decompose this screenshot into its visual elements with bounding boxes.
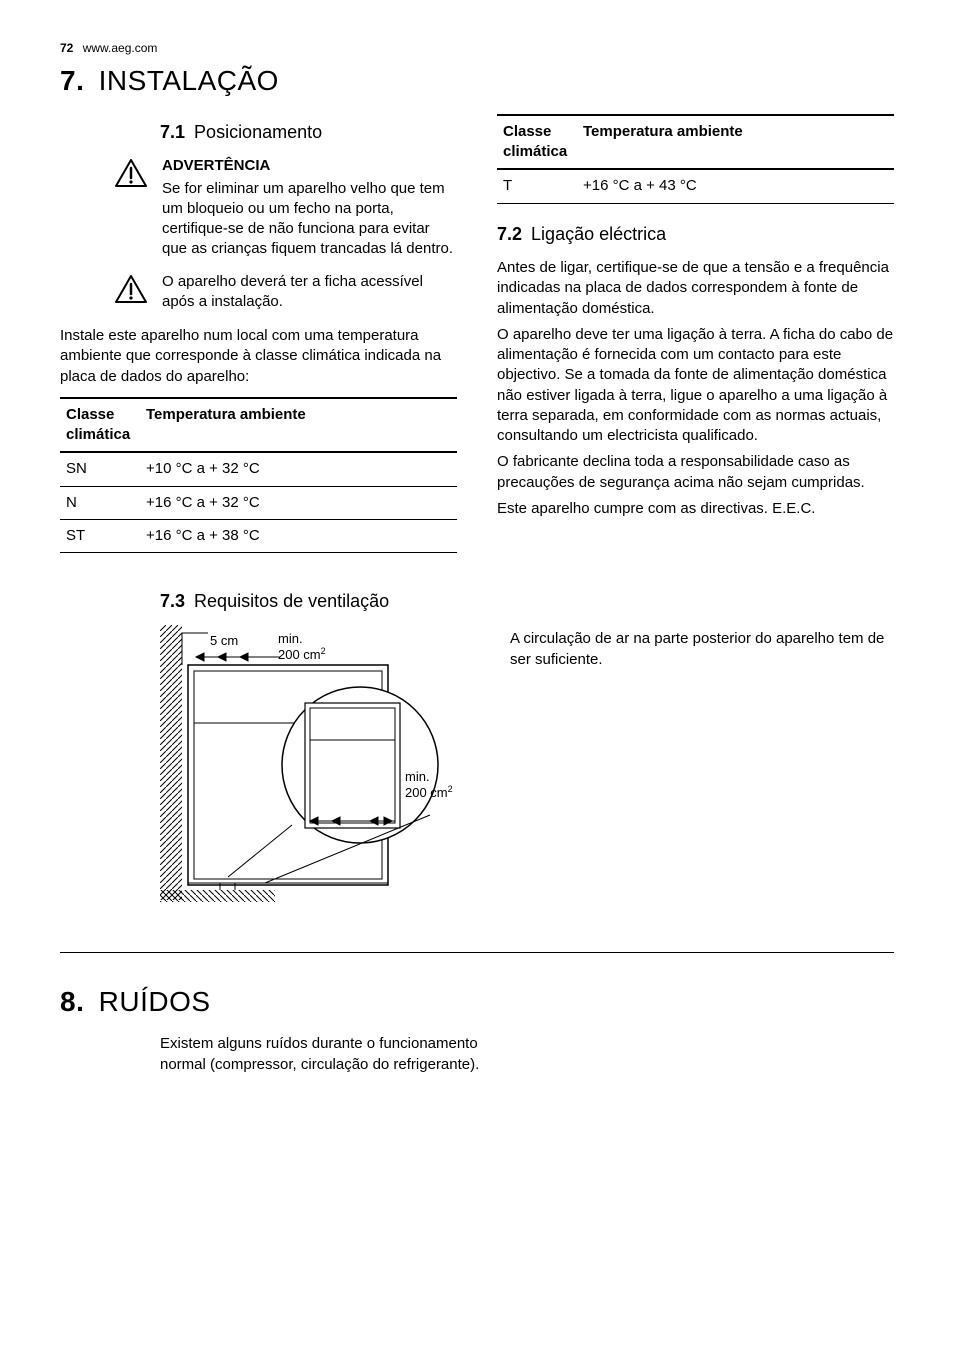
climate-table-left: Classe climática Temperatura ambiente SN… <box>60 397 457 553</box>
climate-table-header-temp: Temperatura ambiente <box>577 115 894 170</box>
electrical-p2: O aparelho deve ter uma ligação à terra.… <box>497 325 894 447</box>
diagram-bottom-area: 200 cm <box>405 785 448 800</box>
section-divider <box>60 952 894 953</box>
section-7-number: 7. <box>60 65 84 96</box>
page-header: 72 www.aeg.com <box>60 40 894 56</box>
diagram-top-area: 200 cm <box>278 647 321 662</box>
noises-paragraph: Existem alguns ruídos durante o funciona… <box>160 1034 490 1075</box>
diagram-top-min: min. <box>278 631 303 646</box>
electrical-p4: Este aparelho cumpre com as directivas. … <box>497 499 894 519</box>
climate-class: ST <box>60 519 140 552</box>
table-row: T +16 °C a + 43 °C <box>497 169 894 203</box>
subsection-7-2-title: Ligação eléctrica <box>531 224 666 244</box>
warning-1-title: ADVERTÊNCIA <box>162 156 457 176</box>
subsection-7-3-heading: 7.3 Requisitos de ventilação <box>160 589 894 613</box>
subsection-7-3-title: Requisitos de ventilação <box>194 591 389 611</box>
diagram-top-area-sup: 2 <box>321 646 326 656</box>
climate-temp: +16 °C a + 32 °C <box>140 486 457 519</box>
warning-icon <box>112 156 150 259</box>
subsection-7-1-number: 7.1 <box>160 122 185 142</box>
climate-class: N <box>60 486 140 519</box>
subsection-7-1-title: Posicionamento <box>194 122 322 142</box>
table-row: SN +10 °C a + 32 °C <box>60 452 457 486</box>
positioning-paragraph: Instale este aparelho num local com uma … <box>60 326 457 387</box>
section-7-title: INSTALAÇÃO <box>99 65 279 96</box>
warning-1-body: Se for eliminar um aparelho velho que te… <box>162 179 457 260</box>
subsection-7-1-heading: 7.1 Posicionamento <box>160 120 457 144</box>
climate-temp: +10 °C a + 32 °C <box>140 452 457 486</box>
climate-temp: +16 °C a + 43 °C <box>577 169 894 203</box>
warning-2-body: O aparelho deverá ter a ficha acessível … <box>162 272 457 313</box>
section-8-title: RUÍDOS <box>99 986 211 1017</box>
climate-class: T <box>497 169 577 203</box>
diagram-bottom-min: min. <box>405 769 430 784</box>
site-url: www.aeg.com <box>83 41 158 55</box>
climate-temp: +16 °C a + 38 °C <box>140 519 457 552</box>
climate-table-header-class: Classe climática <box>60 398 140 453</box>
table-row: N +16 °C a + 32 °C <box>60 486 457 519</box>
section-8-heading: 8. RUÍDOS <box>60 983 894 1021</box>
climate-table-header-class: Classe climática <box>497 115 577 170</box>
page-number: 72 <box>60 41 73 55</box>
section-8-number: 8. <box>60 986 84 1017</box>
climate-table-right: Classe climática Temperatura ambiente T … <box>497 114 894 204</box>
subsection-7-3-number: 7.3 <box>160 591 185 611</box>
diagram-bottom-area-sup: 2 <box>448 784 453 794</box>
svg-text:200 cm2: 200 cm2 <box>405 784 453 800</box>
subsection-7-2-number: 7.2 <box>497 224 522 244</box>
climate-class: SN <box>60 452 140 486</box>
electrical-p3: O fabricante declina toda a responsabili… <box>497 452 894 493</box>
svg-text:200 cm2: 200 cm2 <box>278 646 326 662</box>
ventilation-paragraph: A circulação de ar na parte posterior do… <box>510 629 894 670</box>
ventilation-diagram: 5 cm min. 200 cm2 <box>160 625 470 921</box>
diagram-top-gap-label: 5 cm <box>210 633 238 648</box>
electrical-p1: Antes de ligar, certifique-se de que a t… <box>497 258 894 319</box>
subsection-7-2-heading: 7.2 Ligação eléctrica <box>497 222 894 246</box>
climate-table-header-temp: Temperatura ambiente <box>140 398 457 453</box>
warning-icon <box>112 272 150 313</box>
table-row: ST +16 °C a + 38 °C <box>60 519 457 552</box>
section-7-heading: 7. INSTALAÇÃO <box>60 62 894 100</box>
